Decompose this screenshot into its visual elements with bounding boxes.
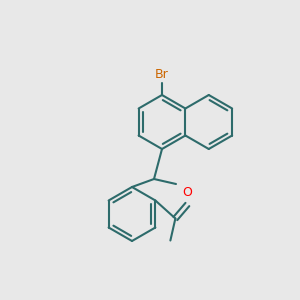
Text: Br: Br — [155, 68, 169, 81]
Text: O: O — [182, 185, 192, 199]
